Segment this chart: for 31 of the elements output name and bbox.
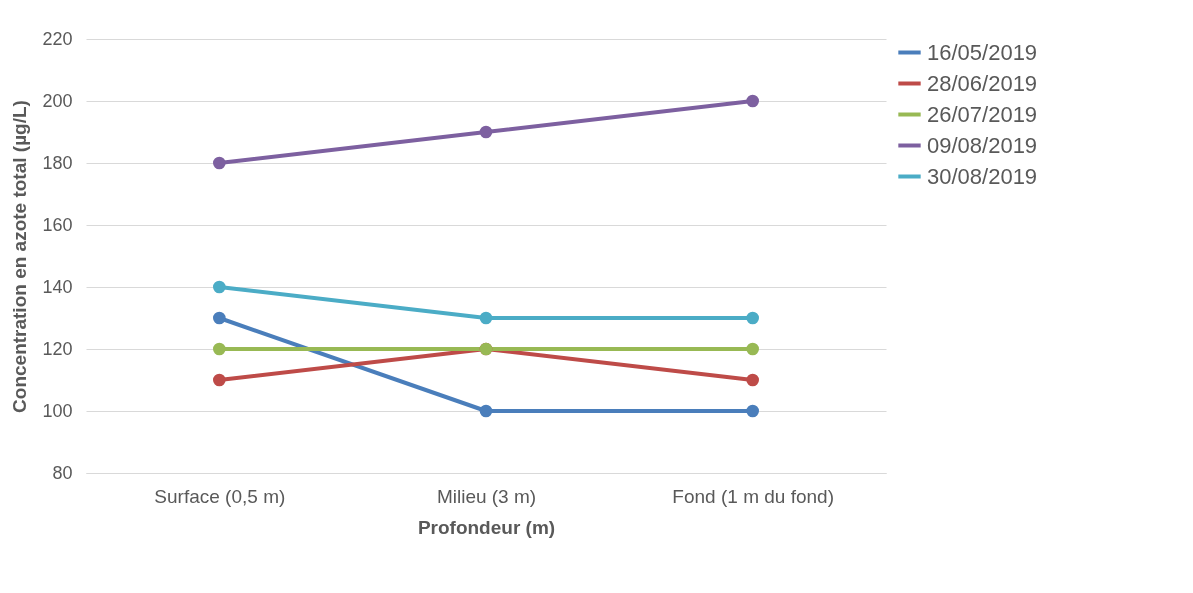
legend-label: 26/07/2019 [927,101,1038,127]
point [479,404,493,418]
point [213,280,226,294]
legend-label: 16/05/2019 [927,39,1038,65]
y-tick-label: 180 [42,152,73,173]
point [746,94,759,108]
point [479,125,493,139]
x-tick-label: Fond (1 m du fond) [672,485,834,507]
point [213,373,226,387]
point [746,373,759,387]
point [213,342,226,356]
legend-label: 09/08/2019 [927,132,1038,158]
x-axis-title: Profondeur (m) [417,516,556,538]
point [213,311,226,325]
point [213,156,226,170]
legend-label: 28/06/2019 [927,70,1038,96]
point [746,342,759,356]
y-tick-label: 80 [52,462,73,483]
point [746,311,759,325]
y-tick-label: 140 [42,276,73,297]
x-tick-label: Surface (0,5 m) [154,485,286,507]
y-tick-label: 160 [42,214,73,235]
x-tick-label: Milieu (3 m) [436,485,537,507]
y-axis-title: Concentration en azote total (µg/L) [9,100,31,413]
y-tick-label: 100 [42,400,73,421]
y-tick-label: 120 [42,338,73,359]
legend-label: 30/08/2019 [927,163,1038,189]
point [746,404,759,418]
y-tick-label: 200 [42,90,73,111]
y-tick-label: 220 [42,28,73,49]
point [479,311,493,325]
